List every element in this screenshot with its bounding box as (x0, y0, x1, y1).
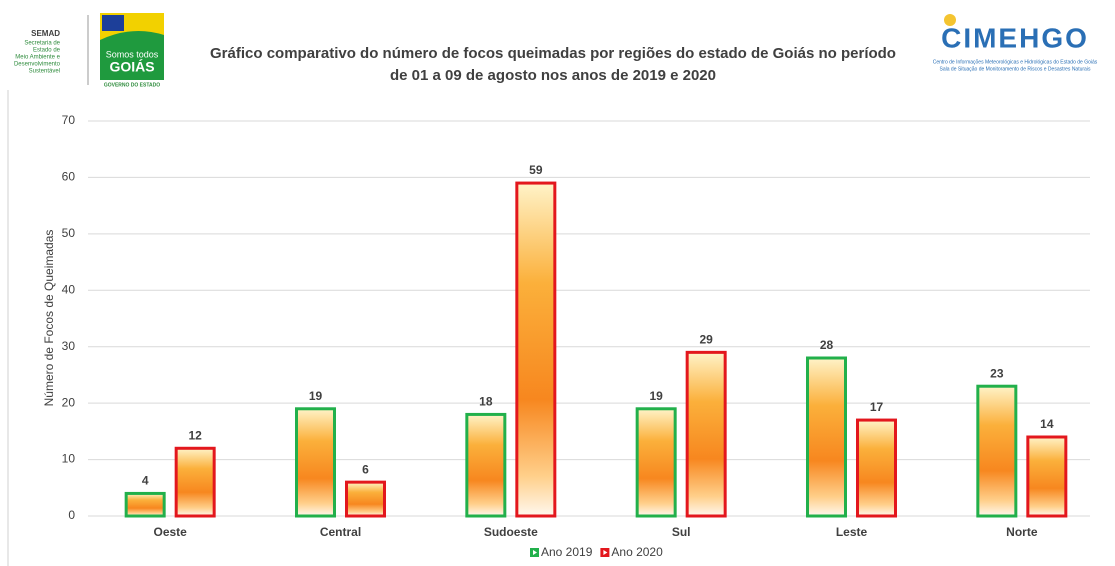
semad-line: Meio Ambiente e (15, 55, 60, 61)
cimehgo: CIMEHGO (941, 22, 1089, 53)
x-tick-label: Norte (1006, 525, 1038, 539)
legend-label: Ano 2019 (541, 545, 593, 559)
y-tick-label: 20 (62, 395, 76, 409)
legend-marker (533, 550, 537, 555)
y-axis-label: Número de Focos de Queimadas (42, 230, 56, 407)
bar (174, 446, 216, 518)
semad-line: Sustentável (29, 69, 60, 75)
cimehgo-text: Sala de Situação de Monitoramento de Ris… (940, 66, 1091, 72)
bar (856, 418, 897, 518)
goias-small: Somos todos (106, 49, 159, 59)
cimehgo-text: Centro de Informações Meteorológicas e H… (933, 59, 1098, 65)
goias: GOIÁS (109, 59, 154, 75)
value-label: 17 (870, 400, 884, 414)
bar (515, 181, 557, 518)
value-label: 23 (990, 366, 1004, 380)
value-label: 29 (699, 333, 713, 347)
legend-marker (603, 550, 608, 555)
y-tick-label: 30 (62, 339, 76, 353)
x-tick-label: Central (320, 525, 361, 539)
x-tick-label: Sudoeste (484, 525, 538, 539)
bar (345, 480, 386, 518)
semad: SEMAD (31, 29, 60, 38)
semad-line: Desenvolvimento (14, 62, 61, 68)
y-tick-label: 0 (68, 508, 75, 522)
value-label: 12 (188, 428, 202, 442)
value-label: 18 (479, 395, 493, 409)
y-tick-label: 10 (62, 452, 76, 466)
bar (976, 384, 1018, 518)
semad-line: Estado de (33, 48, 61, 54)
x-tick-label: Leste (836, 525, 868, 539)
goias-stars (102, 15, 124, 31)
x-tick-label: Sul (672, 525, 691, 539)
value-label: 19 (309, 389, 323, 403)
value-label: 19 (649, 389, 663, 403)
sun (944, 14, 956, 26)
value-label: 28 (820, 338, 834, 352)
chart-title: de 01 a 09 de agosto nos anos de 2019 e … (390, 67, 716, 84)
y-tick-label: 40 (62, 282, 76, 296)
bar (124, 491, 166, 518)
bar (806, 356, 847, 518)
bar (465, 412, 507, 518)
bar (635, 407, 677, 518)
legend-label: Ano 2020 (611, 545, 663, 559)
bar (1026, 435, 1068, 518)
bar (295, 407, 336, 518)
y-tick-label: 50 (62, 226, 76, 240)
y-tick-label: 70 (62, 113, 76, 127)
value-label: 14 (1040, 417, 1054, 431)
value-label: 4 (142, 474, 149, 488)
semad-line: Secretaria de (24, 41, 60, 47)
x-tick-label: Oeste (153, 525, 187, 539)
y-tick-label: 60 (62, 170, 76, 184)
value-label: 59 (529, 163, 543, 177)
governo: GOVERNO DO ESTADO (104, 82, 160, 88)
bar (685, 350, 727, 518)
value-label: 6 (362, 462, 369, 476)
chart-title: Gráfico comparativo do número de focos q… (210, 45, 896, 62)
